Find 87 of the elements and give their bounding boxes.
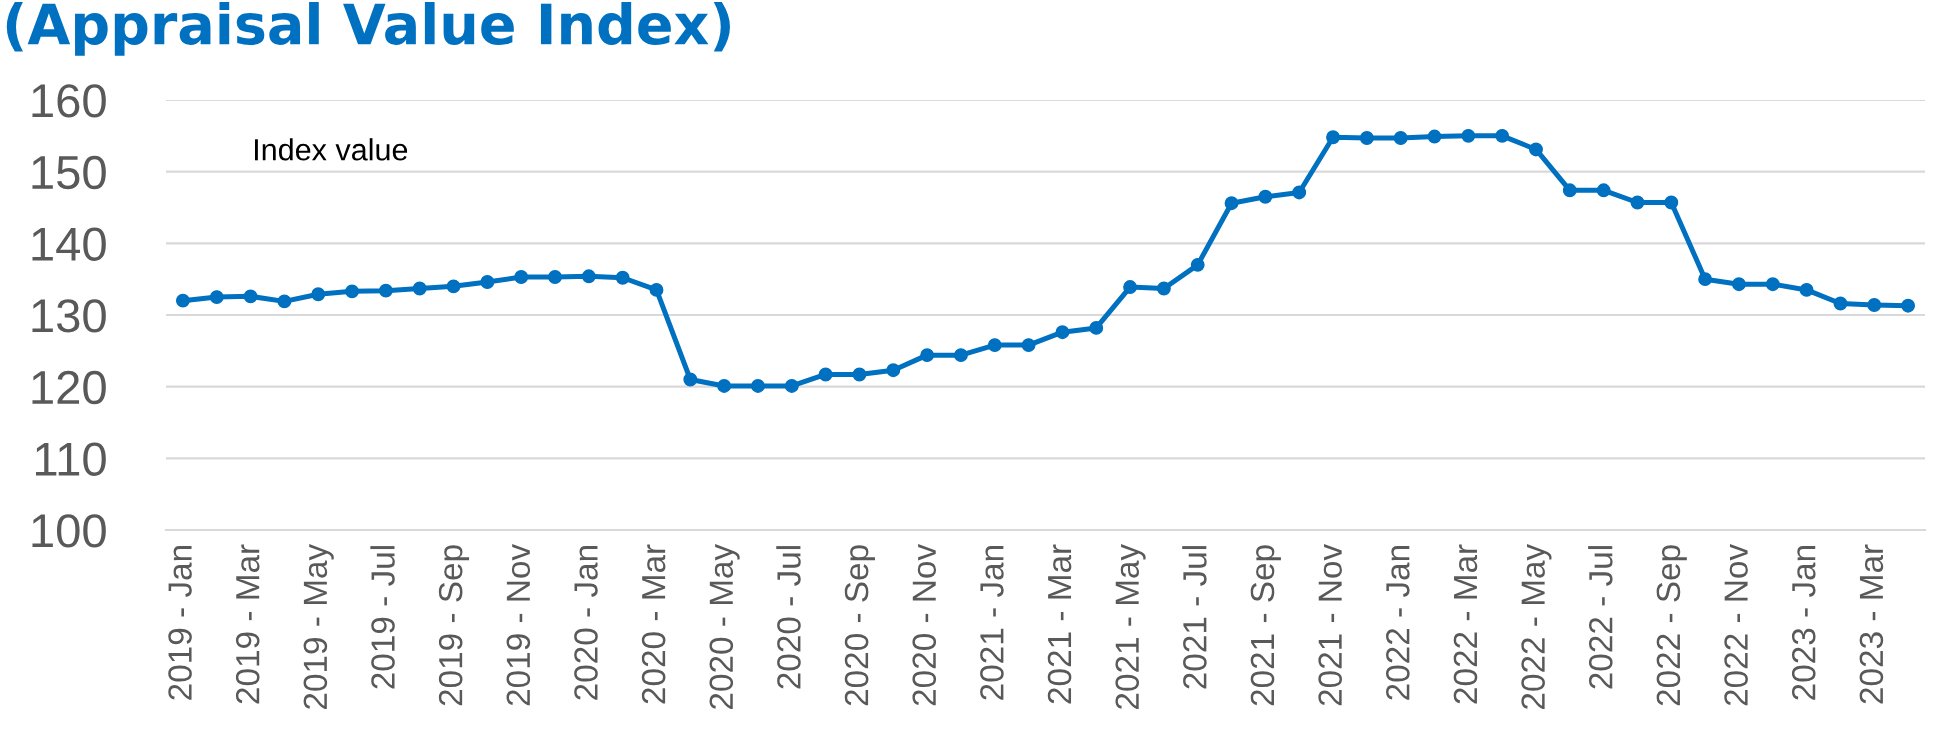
point — [1461, 128, 1476, 143]
x-tick-label: 2020 - Jan — [574, 546, 598, 700]
point — [953, 348, 968, 363]
point — [209, 290, 224, 305]
x-tick-label: 2020 - Jul — [776, 546, 801, 689]
x-tick-label: 2023 - Mar — [1859, 544, 1884, 704]
point — [751, 379, 765, 393]
point — [1427, 129, 1442, 144]
y-tick-label: 120 — [32, 370, 106, 405]
x-tick-label: 2019 - Nov — [506, 543, 531, 706]
point — [1562, 183, 1577, 198]
point — [345, 284, 359, 299]
point — [277, 294, 292, 309]
point — [1326, 130, 1340, 145]
point — [1833, 296, 1848, 311]
point — [1089, 320, 1104, 335]
point — [243, 289, 258, 304]
y-tick-label: 110 — [35, 442, 106, 476]
point — [1630, 195, 1645, 210]
point — [1292, 185, 1307, 200]
point — [1698, 272, 1713, 287]
x-tick-label: 2021 - Nov — [1318, 543, 1342, 706]
x-tick-label: 2022 - Jul — [1588, 546, 1613, 689]
point — [1765, 277, 1780, 292]
point — [1359, 131, 1374, 145]
point — [1799, 282, 1814, 297]
x-tick-label: 2019 - May — [303, 543, 334, 709]
x-tick-label: 2020 - Sep — [844, 545, 875, 706]
x-tick-label: 2020 - May — [709, 543, 740, 709]
point — [1901, 298, 1916, 313]
point — [1664, 195, 1679, 210]
x-tick-label: 2022 - Nov — [1724, 543, 1748, 706]
point — [1021, 338, 1036, 353]
x-tick-label: 2022 - May — [1521, 543, 1552, 709]
point — [1123, 280, 1138, 294]
point — [683, 372, 698, 387]
point — [412, 281, 427, 296]
x-tick-label: 2023 - Jan — [1791, 546, 1816, 700]
point — [311, 287, 326, 302]
x-tick-label: 2019 - Mar — [235, 544, 260, 704]
point — [1055, 325, 1070, 340]
point — [514, 270, 529, 284]
point — [717, 379, 732, 393]
x-tick-label: 2021 - Jul — [1182, 546, 1207, 689]
x-tick-label: 2020 - Mar — [641, 544, 666, 704]
point — [1529, 142, 1543, 157]
y-tick-label: 100 — [32, 514, 106, 548]
point — [987, 338, 1002, 353]
point — [852, 367, 867, 382]
point — [649, 282, 664, 297]
point — [886, 363, 901, 378]
point — [1156, 281, 1171, 296]
x-tick-label: 2019 - Jan — [168, 546, 192, 700]
point — [1495, 128, 1510, 143]
point — [1224, 196, 1239, 211]
point — [920, 348, 935, 363]
point — [1190, 257, 1205, 272]
y-tick-label: 140 — [32, 227, 106, 261]
point — [818, 367, 833, 382]
x-tick-label: 2019 - Jul — [370, 546, 395, 689]
point — [1732, 277, 1746, 292]
y-axis-title: Index value — [255, 138, 408, 161]
point — [1867, 298, 1882, 312]
x-tick-label: 2019 - Sep — [438, 545, 470, 706]
x-tick-label: 2021 - May — [1115, 543, 1146, 709]
point — [784, 379, 799, 393]
x-tick-label: 2021 - Sep — [1250, 545, 1281, 706]
chart-title: (Appraisal Value Index) — [6, 2, 730, 56]
point — [548, 270, 562, 284]
point — [615, 270, 630, 285]
point — [1393, 131, 1408, 145]
x-tick-label: 2020 - Nov — [912, 543, 937, 706]
point — [1258, 189, 1273, 204]
y-tick-label: 150 — [32, 155, 106, 190]
point — [1596, 183, 1611, 198]
point — [581, 269, 596, 284]
x-tick-label: 2022 - Sep — [1656, 545, 1687, 706]
x-tick-label: 2022 - Mar — [1453, 544, 1478, 704]
y-tick-label: 130 — [32, 299, 106, 333]
x-tick-label: 2021 - Mar — [1047, 544, 1072, 704]
point — [378, 283, 393, 298]
point — [446, 279, 461, 294]
y-tick-label: 160 — [32, 84, 106, 118]
point — [175, 293, 190, 308]
point — [480, 275, 495, 289]
x-tick-label: 2021 - Jan — [980, 546, 1004, 700]
x-tick-label: 2022 - Jan — [1386, 546, 1410, 700]
